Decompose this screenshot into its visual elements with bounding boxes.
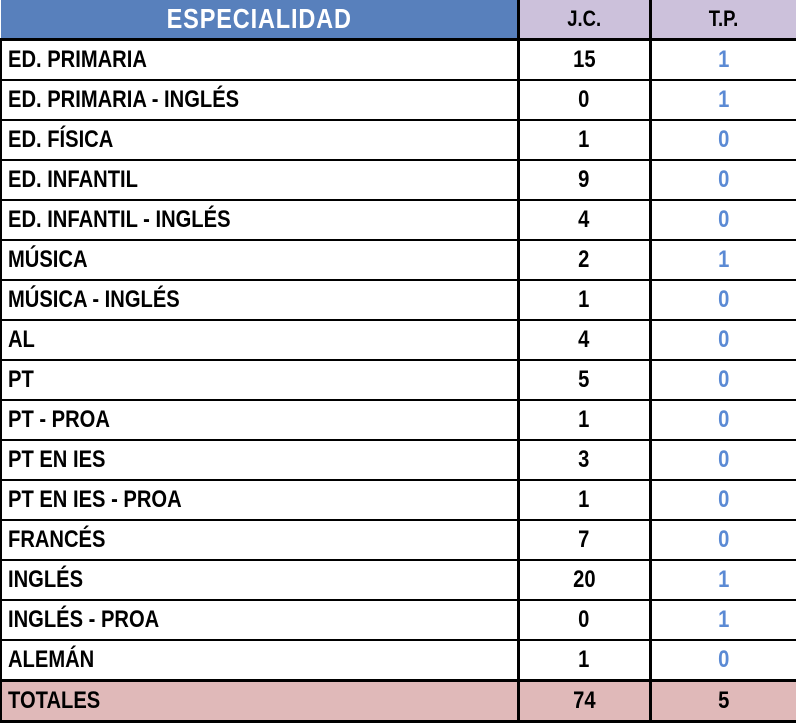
table-row: PT 5 0: [0, 359, 796, 401]
cell-especialidad: FRANCÉS: [0, 519, 519, 561]
cell-especialidad: INGLÉS - PROA: [0, 599, 519, 641]
totals-label-cell: TOTALES: [0, 679, 519, 723]
cell-jc: 3: [516, 439, 651, 481]
column-header-especialidad-label: ESPECIALIDAD: [166, 3, 352, 34]
table-row: MÚSICA - INGLÉS 1 0: [0, 279, 796, 321]
cell-tp: 0: [648, 359, 796, 401]
cell-especialidad: ED. INFANTIL - INGLÉS: [0, 199, 519, 241]
table-row: PT - PROA 1 0: [0, 399, 796, 441]
cell-jc: 4: [516, 319, 651, 361]
cell-tp: 1: [648, 239, 796, 281]
cell-jc: 0: [516, 79, 651, 121]
cell-tp: 0: [648, 399, 796, 441]
column-header-tp: T.P.: [648, 0, 796, 41]
column-header-jc-label: J.C.: [567, 6, 601, 31]
table-row: INGLÉS - PROA 0 1: [0, 599, 796, 641]
table-row: ED. FÍSICA 1 0: [0, 119, 796, 161]
cell-tp: 0: [648, 119, 796, 161]
totals-tp-cell: 5: [648, 679, 796, 723]
cell-jc: 15: [516, 38, 651, 81]
cell-especialidad: INGLÉS: [0, 559, 519, 601]
cell-tp: 0: [648, 519, 796, 561]
table-row: ED. INFANTIL 9 0: [0, 159, 796, 201]
cell-jc: 0: [516, 599, 651, 641]
table-row: PT EN IES 3 0: [0, 439, 796, 481]
cell-jc: 1: [516, 399, 651, 441]
cell-especialidad: ALEMÁN: [0, 639, 519, 682]
cell-especialidad: ED. INFANTIL: [0, 159, 519, 201]
cell-especialidad: PT EN IES: [0, 439, 519, 481]
cell-tp: 1: [648, 599, 796, 641]
column-header-jc: J.C.: [516, 0, 651, 41]
cell-jc: 1: [516, 479, 651, 521]
cell-tp: 0: [648, 439, 796, 481]
cell-jc: 4: [516, 199, 651, 241]
table-row: ED. PRIMARIA - INGLÉS 0 1: [0, 79, 796, 121]
header-row: ESPECIALIDAD J.C. T.P.: [1, 0, 796, 41]
cell-especialidad: AL: [0, 319, 519, 361]
cell-especialidad: ED. PRIMARIA - INGLÉS: [0, 79, 519, 121]
cell-tp: 0: [648, 199, 796, 241]
cell-tp: 0: [648, 279, 796, 321]
table-row: INGLÉS 20 1: [0, 559, 796, 601]
cell-especialidad: ED. PRIMARIA: [0, 38, 519, 81]
totals-row: TOTALES 74 5: [0, 679, 796, 723]
table-row: PT EN IES - PROA 1 0: [0, 479, 796, 521]
cell-tp: 0: [648, 319, 796, 361]
cell-tp: 1: [648, 559, 796, 601]
table-row: FRANCÉS 7 0: [0, 519, 796, 561]
cell-tp: 1: [648, 38, 796, 81]
cell-especialidad: PT EN IES - PROA: [0, 479, 519, 521]
cell-especialidad: PT: [0, 359, 519, 401]
table-row: AL 4 0: [0, 319, 796, 361]
cell-jc: 5: [516, 359, 651, 401]
table-row: ED. PRIMARIA 15 1: [0, 38, 796, 81]
cell-jc: 7: [516, 519, 651, 561]
cell-jc: 1: [516, 119, 651, 161]
cell-jc: 1: [516, 279, 651, 321]
cell-especialidad: ED. FÍSICA: [0, 119, 519, 161]
cell-jc: 9: [516, 159, 651, 201]
cell-jc: 20: [516, 559, 651, 601]
column-header-tp-label: T.P.: [709, 6, 739, 31]
cell-especialidad: PT - PROA: [0, 399, 519, 441]
table-row: ALEMÁN 1 0: [0, 639, 796, 682]
table-row: ED. INFANTIL - INGLÉS 4 0: [0, 199, 796, 241]
cell-tp: 0: [648, 479, 796, 521]
cell-tp: 0: [648, 639, 796, 682]
cell-tp: 1: [648, 79, 796, 121]
column-header-especialidad: ESPECIALIDAD: [1, 0, 519, 41]
cell-especialidad: MÚSICA - INGLÉS: [0, 279, 519, 321]
cell-especialidad: MÚSICA: [0, 239, 519, 281]
cell-jc: 2: [516, 239, 651, 281]
totals-jc-cell: 74: [516, 679, 651, 723]
cell-jc: 1: [516, 639, 651, 682]
table-row: MÚSICA 2 1: [0, 239, 796, 281]
cell-tp: 0: [648, 159, 796, 201]
